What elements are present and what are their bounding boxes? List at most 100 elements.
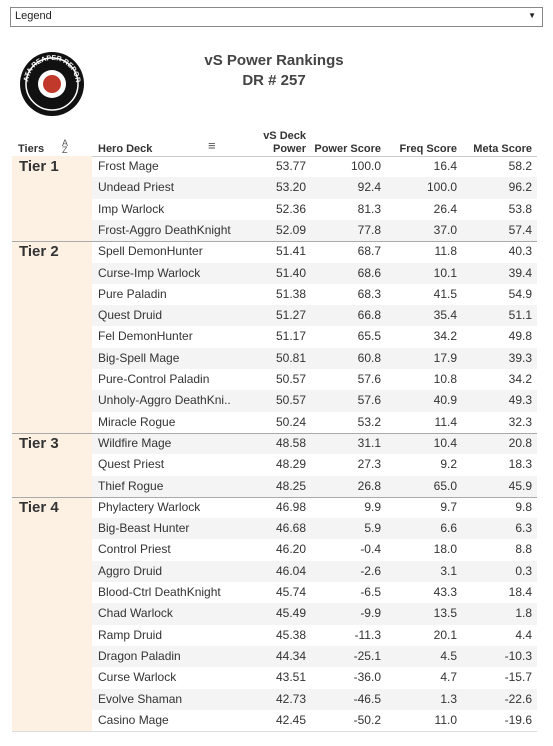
score: -36.0 — [353, 670, 381, 685]
score: 49.8 — [508, 329, 532, 344]
score: 20.8 — [508, 435, 532, 450]
score: 26.8 — [357, 478, 381, 493]
row-stripe — [92, 518, 537, 540]
score: 51.1 — [508, 308, 532, 323]
row-stripe — [92, 432, 537, 455]
hero-deck: Undead Priest — [98, 180, 175, 195]
score: 51.27 — [275, 308, 306, 323]
score: 53.77 — [275, 159, 306, 173]
hero-deck: Fel DemonHunter — [98, 329, 193, 344]
score: 48.29 — [275, 457, 306, 472]
score: 9.7 — [440, 499, 457, 514]
score: 40.9 — [433, 393, 457, 408]
table-bottom — [12, 731, 537, 733]
logo-dot — [43, 75, 61, 93]
score: 18.0 — [433, 542, 457, 557]
row-stripe — [92, 177, 537, 199]
hero-deck: Chad Warlock — [98, 606, 173, 621]
score: 34.2 — [433, 329, 457, 344]
score: 48.58 — [275, 435, 306, 450]
score: 39.4 — [508, 265, 532, 280]
score: -19.6 — [504, 712, 532, 727]
score: 53.20 — [275, 180, 306, 195]
score: 45.49 — [275, 606, 306, 621]
score: 57.4 — [508, 222, 532, 237]
score: 9.8 — [515, 499, 532, 514]
score: 27.3 — [357, 457, 381, 472]
sort-icon[interactable]: ≡ — [208, 138, 216, 153]
score: 65.5 — [357, 329, 381, 344]
col-header: vS Deck Power — [263, 130, 306, 155]
score: 6.6 — [440, 521, 457, 536]
score: -15.7 — [504, 670, 532, 685]
score: 100.0 — [426, 180, 457, 195]
score: 68.3 — [357, 286, 381, 301]
col-header: Hero Deck — [98, 143, 153, 155]
score: 65.0 — [433, 478, 457, 493]
score: 53.2 — [357, 414, 381, 429]
score: -46.5 — [353, 691, 381, 706]
row-stripe — [92, 305, 537, 327]
score: 49.3 — [508, 393, 532, 408]
hero-deck: Thief Rogue — [98, 478, 164, 493]
row-stripe — [92, 262, 537, 284]
score: -6.5 — [360, 585, 381, 599]
score: 51.41 — [275, 244, 306, 259]
tier-band — [12, 156, 92, 242]
col-header: Tiers — [18, 143, 45, 155]
score: 9.9 — [364, 499, 381, 514]
score: 45.74 — [275, 585, 306, 599]
legend-dropdown[interactable]: Legend ▼ — [10, 7, 543, 27]
row-stripe — [92, 603, 537, 625]
score: 77.8 — [357, 222, 381, 237]
score: 13.5 — [433, 606, 457, 621]
tier-label: Tier 2 — [19, 243, 59, 261]
row-stripe — [92, 688, 537, 710]
score: 32.3 — [508, 414, 532, 429]
col-header: Power Score — [314, 143, 381, 155]
score: 66.8 — [357, 308, 381, 323]
header-rule — [12, 156, 537, 157]
hero-deck: Unholy-Aggro DeathKni.. — [98, 393, 231, 408]
score: 57.6 — [357, 393, 381, 408]
score: 51.17 — [275, 329, 306, 344]
score: 52.09 — [275, 222, 306, 237]
hero-deck: Evolve Shaman — [98, 691, 183, 706]
score: 17.9 — [433, 350, 457, 365]
score: 68.6 — [357, 265, 381, 280]
hero-deck: Spell DemonHunter — [98, 244, 203, 259]
hero-deck: Quest Druid — [98, 308, 163, 323]
score: 11.8 — [434, 244, 457, 259]
score: 10.1 — [433, 265, 457, 280]
title: vS Power Rankings — [204, 52, 344, 69]
score: 92.4 — [357, 180, 381, 195]
hero-deck: Curse-Imp Warlock — [98, 265, 201, 280]
score: 16.4 — [433, 159, 457, 173]
score: 18.3 — [508, 457, 532, 472]
score: 46.68 — [275, 521, 306, 536]
col-header: Meta Score — [473, 143, 532, 155]
row-stripe — [92, 219, 537, 242]
score: -50.2 — [353, 712, 381, 727]
score: 51.40 — [275, 265, 306, 280]
tier-label: Tier 3 — [19, 434, 59, 452]
score: 50.24 — [275, 414, 306, 429]
score: -11.3 — [354, 627, 381, 642]
score: 48.25 — [275, 478, 306, 493]
hero-deck: Big-Spell Mage — [98, 350, 180, 365]
hero-deck: Quest Priest — [98, 457, 165, 472]
hero-deck: Casino Mage — [98, 712, 169, 727]
legend-label: Legend — [15, 10, 52, 22]
score: 45.9 — [508, 478, 532, 493]
score: 0.3 — [515, 563, 532, 578]
score: 1.3 — [440, 691, 457, 706]
score: 35.4 — [433, 308, 457, 323]
score: 8.8 — [515, 542, 532, 557]
score: 50.81 — [275, 350, 306, 365]
score: 3.1 — [440, 563, 457, 578]
score: -2.6 — [360, 563, 381, 578]
hero-deck: Big-Beast Hunter — [98, 521, 190, 536]
